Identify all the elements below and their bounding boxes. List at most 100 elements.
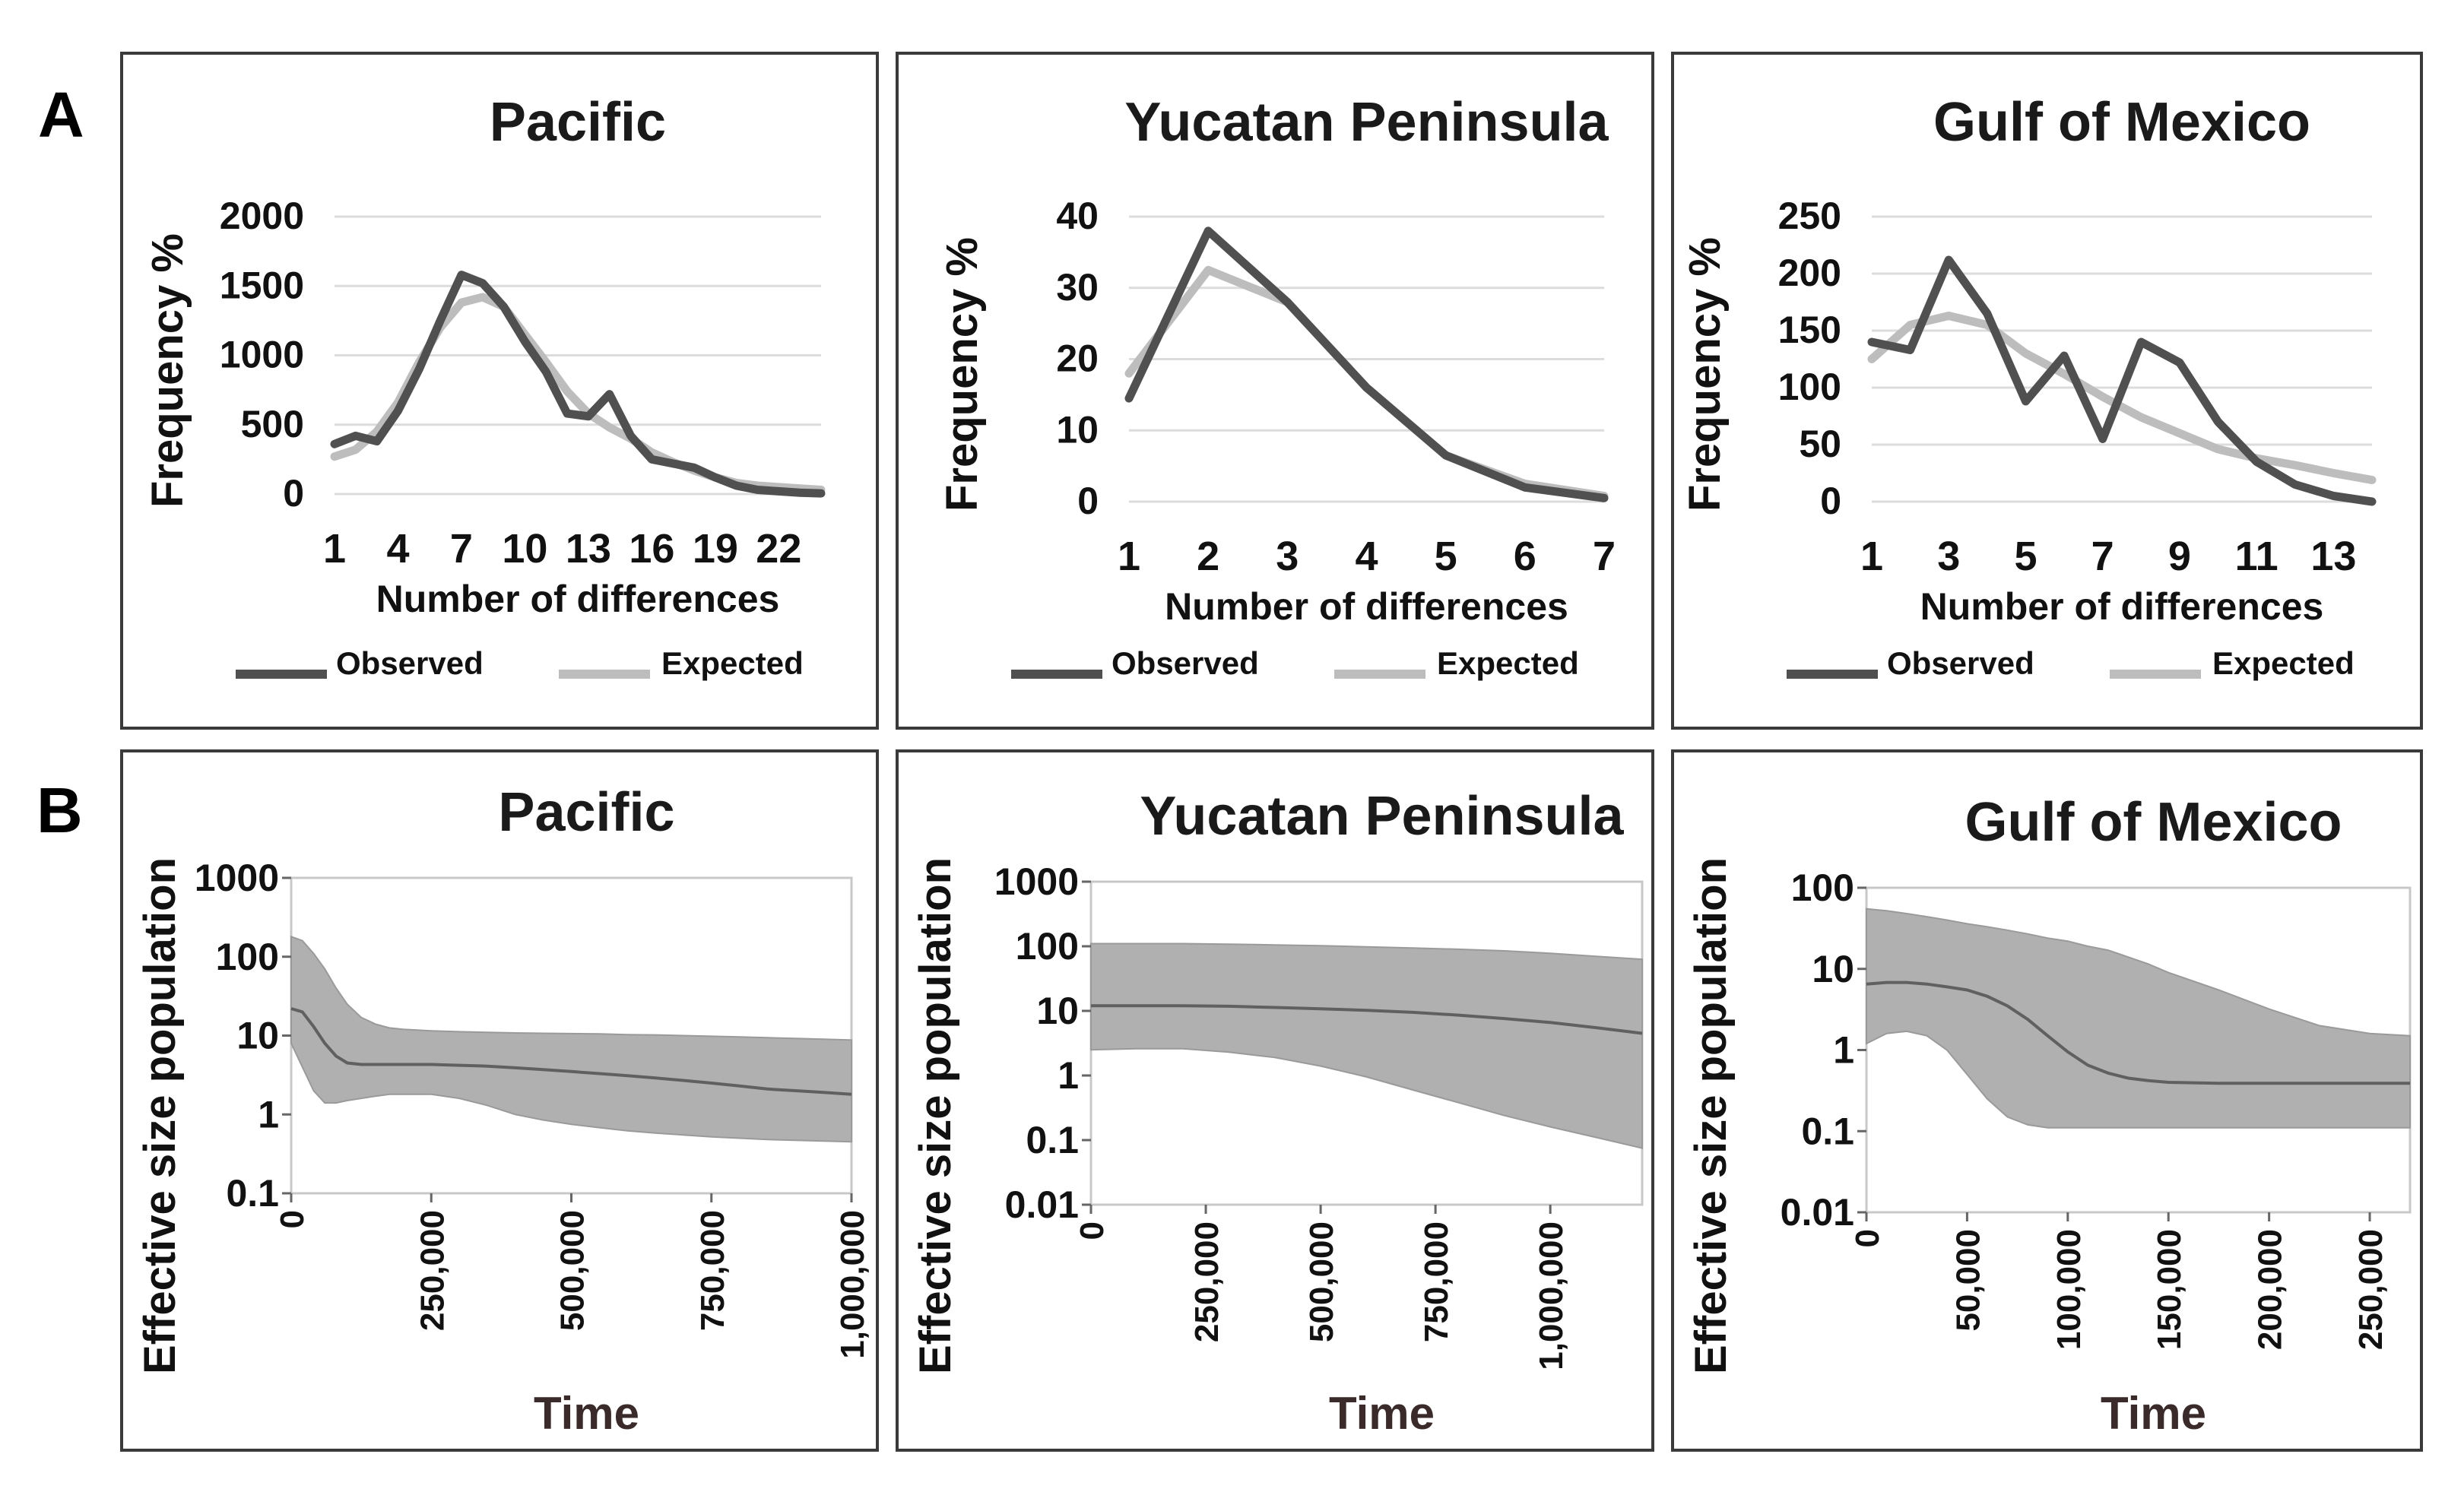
- chart-a-1: Pacific 0 500 1000 1500 2000 1 4 7 10 13 16 19 22 Numb…: [120, 52, 879, 730]
- y-tick-label: 100: [1778, 366, 1841, 408]
- median-line: [1091, 1004, 1643, 1035]
- x-tick-label: 6: [1514, 534, 1536, 579]
- x-tick-label: 50,000: [1949, 1229, 1987, 1332]
- x-tick-label: 100,000: [2050, 1229, 2088, 1350]
- y-tick-label: 100: [1791, 866, 1854, 909]
- x-tick-label: 1: [323, 526, 346, 572]
- y-axis-label: Effective size population: [135, 857, 185, 1374]
- panel-frame: [896, 52, 1654, 730]
- x-tick-label: 1: [1118, 534, 1140, 579]
- chart-a-2: Yucatan Peninsula 0 10 20 30 40 1 2 3 4 5 6 7 Number …: [896, 52, 1654, 730]
- y-tick-label: 0: [1077, 480, 1099, 522]
- y-tick-label: 50: [1799, 423, 1841, 465]
- y-tick-label: 100: [1016, 925, 1079, 968]
- y-tick-label: 500: [241, 403, 304, 445]
- y-axis-label: Effective size population: [911, 857, 960, 1374]
- y-tick-label: 2000: [220, 195, 304, 237]
- x-tick-label: 2: [1197, 534, 1219, 579]
- y-tick-label: 1000: [195, 857, 279, 899]
- x-axis-label: Number of differences: [376, 578, 780, 620]
- chart-b-1: Pacific 0.1 1 10 100 1000 0 250,000 500,000 750,0…: [120, 749, 879, 1452]
- hpd-band: [290, 935, 852, 1143]
- x-tick-label: 250,000: [414, 1210, 451, 1331]
- y-tick-label: 0.01: [1005, 1183, 1079, 1226]
- chart-title: Pacific: [490, 92, 666, 153]
- series-line-observed: [1867, 255, 2377, 506]
- y-axis-label: Frequency %: [1680, 237, 1730, 512]
- y-tick-label: 250: [1778, 195, 1841, 237]
- x-axis-label: Number of differences: [1920, 585, 2324, 628]
- median-line: [1866, 980, 2410, 1085]
- y-tick-label: 10: [1812, 948, 1854, 990]
- y-axis-label: Frequency %: [937, 237, 987, 512]
- x-axis-label: Time: [2101, 1388, 2206, 1439]
- x-axis-label: Time: [1329, 1388, 1435, 1439]
- y-tick-label: 10: [236, 1015, 279, 1057]
- y-tick-label: 1500: [220, 264, 304, 306]
- chart-title: Yucatan Peninsula: [1140, 786, 1624, 847]
- x-axis-label: Time: [534, 1388, 639, 1439]
- chart-title: Gulf of Mexico: [1933, 92, 2310, 153]
- y-tick-label: 1000: [994, 860, 1079, 903]
- x-tick-label: 4: [1355, 534, 1378, 579]
- y-tick-label: 150: [1778, 309, 1841, 351]
- x-tick-label: 10: [502, 526, 547, 572]
- panel-label-a: A: [38, 79, 84, 150]
- x-tick-label: 1: [1860, 534, 1883, 579]
- y-tick-label: 0: [1820, 480, 1841, 522]
- y-tick-label: 30: [1056, 266, 1099, 309]
- series-line-observed: [1124, 226, 1609, 502]
- y-tick-label: 1: [258, 1093, 279, 1136]
- x-tick-label: 9: [2168, 534, 2191, 579]
- panel-frame: [896, 749, 1654, 1452]
- y-axis-label: Effective size population: [1686, 857, 1736, 1374]
- y-tick-label: 0: [283, 472, 304, 515]
- x-tick-label: 1,000,000: [834, 1210, 871, 1359]
- y-tick-label: 20: [1056, 337, 1099, 380]
- series-line-observed: [330, 271, 826, 498]
- y-tick-label: 0.1: [1026, 1119, 1079, 1161]
- legend-label-expected: Expected: [1437, 645, 1579, 681]
- median-line: [290, 1007, 852, 1096]
- y-tick-label: 0.01: [1781, 1191, 1854, 1234]
- legend-label-expected: Expected: [2212, 645, 2355, 681]
- x-tick-label: 750,000: [694, 1210, 731, 1331]
- series-line-expected: [1867, 312, 2377, 484]
- panel-frame: [120, 749, 879, 1452]
- x-tick-label: 0: [274, 1210, 311, 1228]
- x-tick-label: 11: [2235, 534, 2278, 579]
- x-tick-label: 0: [1849, 1229, 1886, 1247]
- y-tick-label: 200: [1778, 252, 1841, 294]
- x-axis-label: Number of differences: [1165, 585, 1568, 628]
- y-axis-label: Frequency %: [143, 233, 192, 508]
- x-tick-label: 7: [1593, 534, 1616, 579]
- x-tick-label: 1,000,000: [1533, 1221, 1570, 1370]
- x-tick-label: 500,000: [554, 1210, 591, 1331]
- x-tick-label: 4: [386, 526, 409, 572]
- legend-label-observed: Observed: [336, 645, 484, 681]
- x-tick-label: 5: [1435, 534, 1457, 579]
- panel-frame: [1671, 52, 2423, 730]
- x-tick-label: 250,000: [2352, 1229, 2389, 1350]
- x-tick-label: 250,000: [1188, 1221, 1226, 1342]
- y-tick-label: 10: [1036, 990, 1079, 1032]
- x-tick-label: 13: [566, 526, 611, 572]
- legend-label-observed: Observed: [1111, 645, 1259, 681]
- x-tick-label: 19: [693, 526, 738, 572]
- y-tick-label: 1: [1833, 1029, 1854, 1072]
- legend-label-observed: Observed: [1887, 645, 2034, 681]
- x-tick-label: 0: [1073, 1221, 1111, 1240]
- y-tick-label: 1: [1058, 1054, 1079, 1097]
- x-tick-label: 3: [1276, 534, 1299, 579]
- panel-frame: [1671, 749, 2423, 1452]
- x-tick-label: 16: [629, 526, 674, 572]
- panel-label-b: B: [36, 775, 83, 846]
- x-tick-label: 150,000: [2151, 1229, 2188, 1350]
- x-tick-label: 13: [2310, 534, 2356, 579]
- y-tick-label: 10: [1056, 408, 1099, 451]
- chart-b-3: Gulf of Mexico 0.01 0.1 1 10 100 0 50,000 100,00…: [1671, 749, 2423, 1452]
- x-tick-label: 7: [2091, 534, 2114, 579]
